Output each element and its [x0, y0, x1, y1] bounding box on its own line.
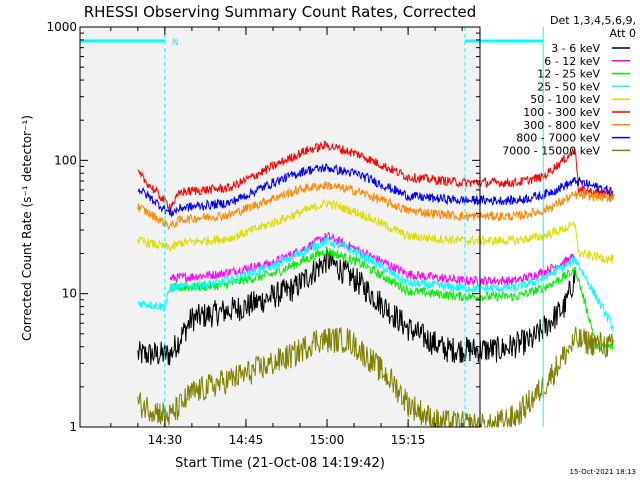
plot-area	[80, 27, 480, 427]
y-axis-label: Corrected Count Rate (s⁻¹ detector⁻¹)	[20, 115, 34, 341]
legend-entry-label: 7000 - 15000 keV	[502, 144, 600, 157]
flag-label: N	[172, 38, 179, 48]
series-line-6-12-kev	[169, 231, 575, 287]
x-tick-label: 15:00	[310, 433, 345, 447]
x-tick-label: 14:45	[229, 433, 264, 447]
x-tick-label: 15:15	[391, 433, 426, 447]
series-line-7000-15000-kev	[137, 326, 614, 429]
footer-timestamp: 15-Oct-2021 18:13	[570, 468, 636, 476]
legend-entry-label: 100 - 300 keV	[523, 106, 600, 119]
plot-border	[79, 26, 481, 428]
series-line-800-7000-kev	[137, 163, 614, 218]
series-line-50-100-kev	[137, 199, 614, 264]
series-line-300-800-kev	[137, 180, 614, 231]
series-line-25-50-kev	[137, 235, 614, 332]
legend-entry-label: 3 - 6 keV	[551, 42, 600, 55]
series-line-3-6-kev	[137, 246, 576, 366]
x-axis-label: Start Time (21-Oct-08 14:19:42)	[175, 456, 385, 471]
y-tick-label: 100	[54, 153, 77, 167]
legend-entry-label: 50 - 100 keV	[530, 93, 600, 106]
legend-header-detectors: Det 1,3,4,5,6,9,	[550, 14, 636, 27]
legend-entry-label: 6 - 12 keV	[544, 55, 600, 68]
legend-entry-label: 12 - 25 keV	[537, 68, 600, 81]
chart-title: RHESSI Observing Summary Count Rates, Co…	[84, 3, 477, 21]
legend-entry-label: 800 - 7000 keV	[516, 132, 600, 145]
legend-header-attenuator: Att 0	[610, 27, 636, 40]
y-tick-label: 10	[62, 287, 77, 301]
x-tick-label: 14:30	[148, 433, 183, 447]
legend-entry-label: 25 - 50 keV	[537, 80, 600, 93]
plot-background	[80, 27, 480, 427]
series-layer	[137, 140, 614, 429]
legend-entry-label: 300 - 800 keV	[523, 119, 600, 132]
series-line-100-300-kev	[137, 140, 614, 211]
y-tick-label: 1000	[46, 20, 77, 34]
series-line-12-25-kev	[169, 246, 614, 354]
axes: 1 10 100 1000 14:30 14:45 15:00 15:15	[46, 20, 481, 447]
y-tick-label: 1	[69, 420, 77, 434]
